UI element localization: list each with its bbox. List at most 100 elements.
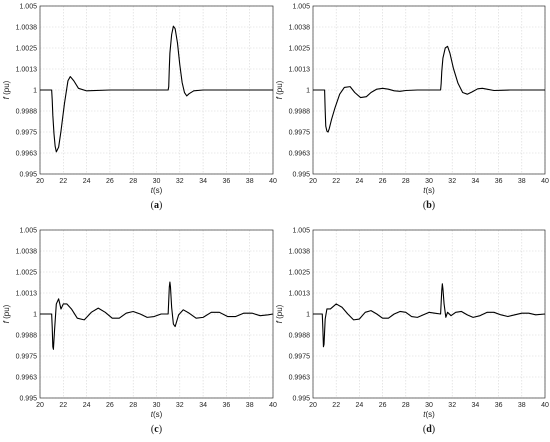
y-tick-label: 0.9975 xyxy=(16,130,38,137)
y-tick-label: 0.9963 xyxy=(289,151,311,158)
x-tick-label: 32 xyxy=(176,402,184,409)
y-tick-label: 1.0013 xyxy=(289,291,311,298)
y-tick-label: 1.005 xyxy=(19,228,37,235)
panel-caption: (c) xyxy=(151,424,162,435)
y-tick-label: 0.995 xyxy=(19,396,37,403)
panel-caption: (b) xyxy=(423,200,435,211)
x-tick-label: 22 xyxy=(59,402,67,409)
chart-panel-c: 20 22 24 26 28 30 32 34 36 38 40 0.995 0.9963 0.9975 0… xyxy=(2,228,277,436)
x-tick-label: 34 xyxy=(472,178,480,185)
x-tick-label: 38 xyxy=(518,178,526,185)
y-tick-label: 1.0025 xyxy=(289,46,311,53)
y-tick-label: 1.0038 xyxy=(289,25,311,32)
x-tick-label: 24 xyxy=(356,402,364,409)
x-axis-label: t(s) xyxy=(423,186,435,195)
x-tick-label: 20 xyxy=(309,178,317,185)
x-tick-label: 30 xyxy=(153,402,161,409)
x-tick-label: 26 xyxy=(379,178,387,185)
y-tick-label: 1.005 xyxy=(292,228,310,235)
x-tick-label: 22 xyxy=(332,178,340,185)
y-tick-label: 1.0013 xyxy=(16,291,38,298)
x-tick-label: 20 xyxy=(36,178,44,185)
x-tick-label: 24 xyxy=(83,178,91,185)
y-tick-label: 0.9963 xyxy=(289,375,311,382)
y-tick-label: 0.9988 xyxy=(289,109,311,116)
y-tick-label: 1.005 xyxy=(292,4,310,11)
panel-caption: (d) xyxy=(423,424,435,435)
x-tick-label: 34 xyxy=(472,402,480,409)
x-tick-label: 36 xyxy=(223,178,231,185)
x-axis-label: t(s) xyxy=(423,410,435,419)
y-axis-label: f (pu) xyxy=(2,304,11,323)
y-tick-label: 0.995 xyxy=(292,172,310,179)
y-tick-label: 1.005 xyxy=(19,4,37,11)
x-tick-label: 38 xyxy=(246,402,254,409)
x-tick-label: 40 xyxy=(541,178,549,185)
x-tick-label: 38 xyxy=(518,402,526,409)
y-tick-label: 1.0038 xyxy=(289,249,311,256)
y-tick-label: 1.0038 xyxy=(16,249,38,256)
x-tick-label: 32 xyxy=(448,178,456,185)
x-axis-label: t(s) xyxy=(151,410,163,419)
x-tick-label: 30 xyxy=(425,178,433,185)
x-tick-label: 24 xyxy=(356,178,364,185)
y-tick-label: 1 xyxy=(33,88,37,95)
y-tick-label: 0.9975 xyxy=(289,354,311,361)
panel-caption: (a) xyxy=(151,200,163,211)
x-tick-label: 26 xyxy=(106,402,114,409)
x-tick-label: 32 xyxy=(176,178,184,185)
x-tick-label: 36 xyxy=(495,178,503,185)
y-tick-label: 1.0025 xyxy=(16,270,38,277)
y-tick-label: 0.9988 xyxy=(289,333,311,340)
x-tick-label: 30 xyxy=(425,402,433,409)
y-tick-label: 0.9975 xyxy=(289,130,311,137)
chart-panel-d: 20 22 24 26 28 30 32 34 36 38 40 0.995 0.9963 0.9975 0… xyxy=(275,228,549,436)
y-tick-label: 0.995 xyxy=(19,172,37,179)
x-axis-label: t(s) xyxy=(151,186,163,195)
x-tick-label: 28 xyxy=(402,402,410,409)
x-tick-label: 20 xyxy=(36,402,44,409)
x-tick-label: 24 xyxy=(83,402,91,409)
y-tick-label: 1 xyxy=(306,312,310,319)
frequency-line xyxy=(40,281,274,350)
y-tick-label: 0.9975 xyxy=(16,354,38,361)
chart-panel-b: 20 22 24 26 28 30 32 34 36 38 40 0.995 0.9963 0.9975 0… xyxy=(275,4,549,212)
frequency-line xyxy=(40,25,273,153)
x-tick-label: 26 xyxy=(379,402,387,409)
y-tick-label: 1.0025 xyxy=(289,270,311,277)
x-tick-label: 38 xyxy=(246,178,254,185)
y-tick-label: 0.9963 xyxy=(16,151,38,158)
x-tick-label: 22 xyxy=(59,178,67,185)
x-tick-label: 32 xyxy=(448,402,456,409)
y-tick-label: 1.0038 xyxy=(16,25,38,32)
x-tick-label: 28 xyxy=(129,402,137,409)
x-tick-label: 28 xyxy=(402,178,410,185)
x-tick-label: 26 xyxy=(106,178,114,185)
x-tick-label: 34 xyxy=(199,178,207,185)
x-tick-label: 30 xyxy=(153,178,161,185)
frequency-line xyxy=(313,283,546,348)
y-tick-label: 1.0013 xyxy=(289,67,311,74)
y-tick-label: 0.9963 xyxy=(16,375,38,382)
x-tick-label: 40 xyxy=(269,178,277,185)
chart-panel-a: 20 22 24 26 28 30 32 34 36 38 40 0.995 0.9963 0.9975 0… xyxy=(2,4,277,212)
frequency-line xyxy=(313,45,545,133)
x-tick-label: 20 xyxy=(309,402,317,409)
x-tick-label: 36 xyxy=(495,402,503,409)
y-tick-label: 0.995 xyxy=(292,396,310,403)
y-axis-label: f (pu) xyxy=(275,304,284,323)
x-tick-label: 34 xyxy=(199,402,207,409)
x-tick-label: 40 xyxy=(269,402,277,409)
y-tick-label: 0.9988 xyxy=(16,109,38,116)
y-axis-label: f (pu) xyxy=(2,80,11,99)
y-tick-label: 1 xyxy=(306,88,310,95)
x-tick-label: 36 xyxy=(223,402,231,409)
y-axis-label: f (pu) xyxy=(275,80,284,99)
x-tick-label: 28 xyxy=(129,178,137,185)
x-tick-label: 40 xyxy=(541,402,549,409)
y-tick-label: 1.0025 xyxy=(16,46,38,53)
y-tick-label: 0.9988 xyxy=(16,333,38,340)
y-tick-label: 1 xyxy=(33,312,37,319)
y-tick-label: 1.0013 xyxy=(16,67,38,74)
